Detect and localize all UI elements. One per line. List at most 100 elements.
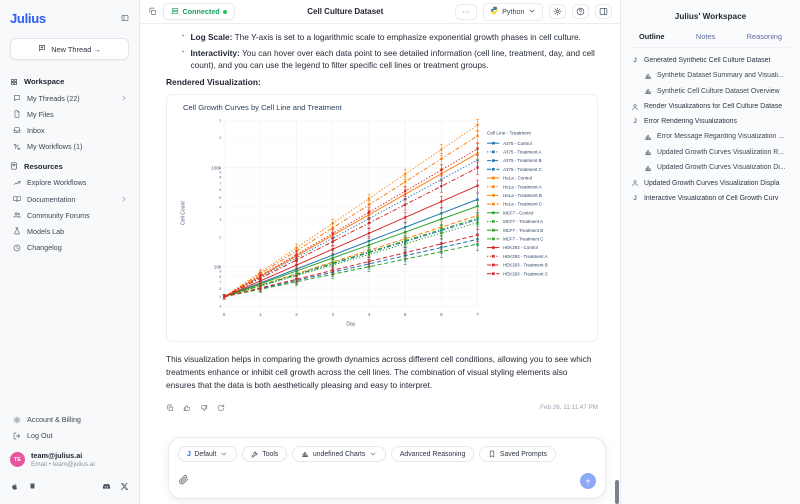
chart-card: Cell Growth Curves by Cell Line and Trea… (166, 94, 598, 343)
copy-message-button[interactable] (166, 399, 174, 417)
user-name: team@julius.ai (31, 451, 83, 460)
thumbs-up-button[interactable] (183, 399, 191, 417)
pill-saved-prompts[interactable]: Saved Prompts (479, 446, 556, 462)
sidebar-item-my-workflows-1[interactable]: My Workflows (1) (10, 139, 129, 155)
paperclip-icon (179, 475, 189, 485)
julius-j-icon: J (633, 57, 637, 64)
svg-text:HEK293 - Treatment C: HEK293 - Treatment C (503, 272, 549, 277)
workspace-panel-tabs: Outline Notes Reasoning (631, 32, 790, 48)
svg-text:Day: Day (346, 322, 356, 328)
svg-text:9: 9 (219, 171, 221, 175)
main-area: Connected Cell Culture Dataset ··· Pytho… (140, 0, 620, 504)
svg-text:A375 - Control: A375 - Control (503, 141, 532, 146)
x-logo-icon (120, 483, 129, 490)
svg-text:HEK293 - Treatment B: HEK293 - Treatment B (503, 263, 548, 268)
tab-outline[interactable]: Outline (639, 32, 665, 41)
svg-text:5: 5 (219, 196, 221, 200)
outline-subitem-synthetic-cell-culture-dataset-overview[interactable]: Synthetic Cell Culture Dataset Overview (644, 87, 790, 95)
regenerate-button[interactable] (217, 399, 225, 417)
chart-title: Cell Growth Curves by Cell Line and Trea… (183, 103, 342, 113)
sidebar-item-account-billing[interactable]: Account & Billing (10, 412, 129, 428)
outline-item-interactive-visualization-of-cell-growth-curv[interactable]: J Interactive Visualization of Cell Growt… (631, 195, 790, 202)
refresh-icon (217, 404, 225, 412)
language-label: Python (502, 7, 525, 16)
outline-subitem-updated-growth-curves-visualization-di[interactable]: Updated Growth Curves Visualization Di..… (644, 164, 790, 172)
more-options-button[interactable]: ··· (455, 3, 477, 20)
pill-advanced-reasoning[interactable]: Advanced Reasoning (390, 446, 475, 462)
wrench-icon (251, 451, 258, 458)
sidebar-item-inbox[interactable]: Inbox (10, 122, 129, 138)
python-logo-icon (490, 6, 499, 17)
apple-link[interactable] (10, 478, 19, 496)
user-account-row[interactable]: TE team@julius.ai Email • team@julius.ai (10, 451, 129, 468)
discord-link[interactable] (102, 478, 111, 496)
scrollbar-thumb[interactable] (615, 480, 619, 504)
section-header-workspace: Workspace (10, 77, 129, 86)
outline-item-generated-synthetic-cell-culture-dataset[interactable]: J Generated Synthetic Cell Culture Datase… (631, 57, 790, 64)
svg-text:A375 - Treatment A: A375 - Treatment A (503, 150, 541, 155)
copy-thread-button[interactable] (148, 3, 157, 21)
svg-text:7: 7 (219, 182, 221, 186)
inbox-icon (13, 127, 21, 134)
svg-text:HEK293 - Treatment A: HEK293 - Treatment A (503, 254, 547, 259)
language-selector[interactable]: Python (482, 2, 543, 21)
sidebar-item-my-threads-22[interactable]: My Threads (22) (10, 90, 129, 106)
composer-pills: J Default Tools undefined Charts Advanced Re… (178, 446, 596, 462)
chat-content: • Log Scale: The Y-axis is set to a logar… (140, 24, 620, 504)
x-link[interactable] (120, 478, 129, 496)
outline-subitem-error-message-regarding-visualization[interactable]: Error Message Regarding Visualization ..… (644, 133, 790, 141)
growth-chart[interactable]: 4 5 6 7 8 9 2 3 4 5 6 7 8 9 2 3 10k 100k 0 1 2 3 4 5 6 7 Day Cell C… (175, 112, 591, 339)
svg-text:100k: 100k (211, 166, 222, 172)
panel-toggle-button[interactable] (595, 4, 612, 19)
workspace-panel: Julius' Workspace Outline Notes Reasoning … (620, 0, 800, 504)
julius-j-icon: J (633, 118, 637, 125)
new-thread-icon (39, 45, 46, 51)
copy-icon (149, 7, 156, 15)
svg-text:Cell Count: Cell Count (180, 201, 186, 225)
workflow-icon (13, 143, 21, 150)
outline-item-render-visualizations-for-cell-culture-datase[interactable]: Render Visualizations for Cell Culture D… (631, 103, 790, 111)
logout-icon (13, 432, 20, 440)
sidebar-item-community-forums[interactable]: Community Forums (10, 207, 129, 223)
attach-file-button[interactable] (178, 472, 189, 490)
gear-icon (13, 416, 21, 424)
sidebar-item-changelog[interactable]: Changelog (10, 240, 129, 256)
sidebar-item-explore-workflows[interactable]: Explore Workflows (10, 175, 129, 191)
svg-text:MCF7 - Treatment B: MCF7 - Treatment B (503, 228, 543, 233)
sidebar-item-documentation[interactable]: Documentation (10, 191, 129, 207)
send-button[interactable] (580, 473, 596, 489)
pill-undefined-charts[interactable]: undefined Charts (292, 446, 386, 462)
android-link[interactable] (28, 478, 37, 496)
thumbs-up-icon (183, 404, 190, 411)
help-button[interactable] (572, 4, 589, 19)
bullet-marker: • (182, 48, 185, 56)
svg-text:HeLa - Control: HeLa - Control (503, 176, 532, 181)
svg-text:5: 5 (404, 313, 407, 318)
new-thread-button[interactable]: New Thread → (10, 38, 129, 60)
svg-text:4: 4 (219, 305, 221, 309)
settings-button[interactable] (549, 4, 566, 19)
message-actions: Feb 26, 11:11:47 PM (166, 399, 598, 417)
svg-text:8: 8 (219, 275, 221, 279)
sidebar-collapse-button[interactable] (121, 9, 129, 27)
android-icon (30, 483, 35, 489)
composer: J Default Tools undefined Charts Advanced Re… (168, 437, 606, 499)
thumbs-down-button[interactable] (200, 399, 208, 417)
outline-subitem-updated-growth-curves-visualization-r[interactable]: Updated Growth Curves Visualization R... (644, 148, 790, 156)
pill-tools[interactable]: Tools (241, 446, 288, 462)
connected-badge[interactable]: Connected (163, 3, 236, 20)
outline-item-error-rendering-visualizations[interactable]: J Error Rendering Visualizations (631, 118, 790, 125)
sidebar-item-log-out[interactable]: Log Out (10, 428, 129, 444)
svg-text:3: 3 (331, 313, 334, 318)
outline-item-updated-growth-curves-visualization-displa[interactable]: Updated Growth Curves Visualization Disp… (631, 179, 790, 187)
svg-text:5: 5 (219, 296, 221, 300)
tab-notes[interactable]: Notes (695, 32, 716, 41)
tab-reasoning[interactable]: Reasoning (746, 32, 782, 41)
svg-text:2: 2 (295, 313, 298, 318)
pill-default[interactable]: J Default (178, 446, 237, 462)
chat-icon (14, 95, 20, 102)
outline-subitem-synthetic-dataset-summary-and-visuali[interactable]: Synthetic Dataset Summary and Visuali... (644, 72, 790, 80)
sidebar-item-models-lab[interactable]: Models Lab (10, 223, 129, 239)
sidebar-item-my-files[interactable]: My Files (10, 106, 129, 122)
